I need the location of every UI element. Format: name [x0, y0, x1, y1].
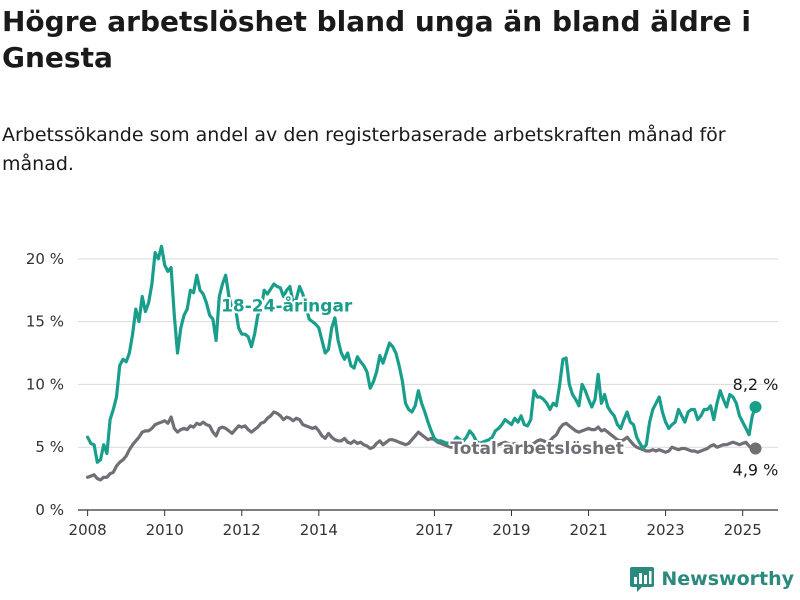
brand-name: Newsworthy — [661, 568, 794, 590]
x-tick-label: 2019 — [492, 521, 530, 539]
series-line-total — [86, 410, 758, 482]
x-axis: 2008 2010 2012 2014 2017 2019 2021 2023 2025 — [69, 509, 778, 539]
chart-title: Högre arbetslöshet bland unga än bland ä… — [2, 5, 751, 74]
y-tick-label: 0 % — [35, 501, 64, 519]
end-value-label-total: 4,9 % — [733, 460, 779, 479]
x-tick-label: 2023 — [647, 521, 685, 539]
series-label-total: Total arbetslöshet — [450, 439, 624, 459]
series-label-youth: 18-24-åringar — [221, 295, 353, 317]
y-tick-label: 5 % — [35, 438, 64, 456]
x-tick-label: 2012 — [223, 521, 261, 539]
series-labels: 18-24-åringar Total arbetslöshet 8,2 % 4,9 … — [219, 293, 779, 480]
x-tick-label: 2014 — [300, 521, 338, 539]
chart-subtitle: Arbetssökande som andel av den registerb… — [2, 124, 726, 175]
series-endpoint-total — [749, 442, 762, 455]
series-endpoint-youth — [749, 401, 762, 414]
newsworthy-brand: Newsworthy — [629, 566, 794, 592]
x-tick-label: 2017 — [415, 521, 453, 539]
x-tick-label: 2021 — [569, 521, 607, 539]
y-tick-label: 20 % — [26, 250, 64, 268]
series-line-youth — [86, 244, 758, 464]
y-tick-label: 15 % — [26, 313, 64, 331]
x-tick-label: 2025 — [724, 521, 762, 539]
x-tick-label: 2008 — [69, 521, 107, 539]
y-tick-label: 10 % — [26, 375, 64, 393]
series-lines — [86, 244, 762, 482]
y-axis-tick-labels: 0 % 5 % 10 % 15 % 20 % — [26, 250, 64, 519]
end-value-label-youth: 8,2 % — [733, 375, 779, 394]
newsworthy-logo-icon — [630, 567, 655, 592]
x-tick-label: 2010 — [146, 521, 184, 539]
grid-lines — [78, 258, 778, 448]
